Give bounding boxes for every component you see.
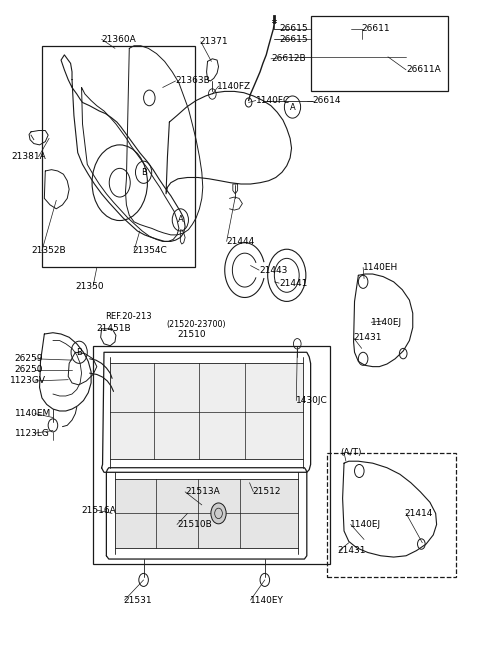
Text: REF.20-213: REF.20-213 xyxy=(106,312,152,321)
Text: 1123GV: 1123GV xyxy=(10,377,46,386)
Text: 1140FC: 1140FC xyxy=(256,96,290,105)
Text: (21520-23700): (21520-23700) xyxy=(166,320,226,329)
Text: 21510B: 21510B xyxy=(177,520,212,529)
Text: (A/T): (A/T) xyxy=(340,448,362,457)
Text: 21516A: 21516A xyxy=(82,506,116,515)
Text: 26250: 26250 xyxy=(15,365,43,375)
Text: A: A xyxy=(289,103,295,111)
Polygon shape xyxy=(110,364,303,459)
Polygon shape xyxy=(115,479,298,548)
Text: 21414: 21414 xyxy=(405,509,433,518)
Text: 21431: 21431 xyxy=(354,333,382,343)
Text: 21360A: 21360A xyxy=(102,35,136,44)
Text: 26614: 26614 xyxy=(312,96,341,105)
Text: 21510: 21510 xyxy=(177,329,205,339)
Text: 21352B: 21352B xyxy=(31,246,66,255)
Text: 26611: 26611 xyxy=(362,24,390,33)
Text: 21512: 21512 xyxy=(252,487,280,496)
Text: 21444: 21444 xyxy=(227,237,255,246)
Text: 1140FZ: 1140FZ xyxy=(217,82,251,90)
Text: 21443: 21443 xyxy=(259,266,288,274)
Text: 1140EM: 1140EM xyxy=(15,409,51,418)
Text: 21531: 21531 xyxy=(123,595,152,605)
Text: 1430JC: 1430JC xyxy=(296,396,328,405)
Text: A: A xyxy=(178,215,183,225)
Text: 21441: 21441 xyxy=(279,278,308,288)
Text: 26615: 26615 xyxy=(279,24,308,33)
Text: 26611A: 26611A xyxy=(406,66,441,75)
Text: 1140EJ: 1140EJ xyxy=(371,318,402,327)
Text: B: B xyxy=(141,168,146,177)
Text: 26615: 26615 xyxy=(279,35,308,45)
Text: 21431: 21431 xyxy=(338,546,366,555)
Text: 21371: 21371 xyxy=(199,37,228,47)
Text: 21363B: 21363B xyxy=(176,77,210,85)
Text: 26612B: 26612B xyxy=(271,54,306,64)
Text: 21513A: 21513A xyxy=(185,487,220,496)
Text: 21350: 21350 xyxy=(75,282,104,291)
Text: 1123LG: 1123LG xyxy=(15,428,49,438)
Text: 21354C: 21354C xyxy=(132,246,168,255)
Circle shape xyxy=(211,503,226,524)
Text: 1140EJ: 1140EJ xyxy=(350,520,381,529)
Text: B: B xyxy=(76,348,82,357)
Text: 1140EY: 1140EY xyxy=(250,595,283,605)
Text: 21451B: 21451B xyxy=(97,324,132,333)
Text: 1140EH: 1140EH xyxy=(363,263,398,272)
Text: 21381A: 21381A xyxy=(11,152,46,161)
Text: 26259: 26259 xyxy=(15,354,43,364)
